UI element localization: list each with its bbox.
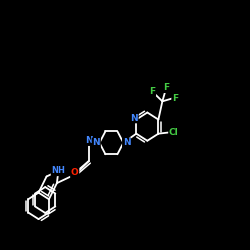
Text: O: O	[71, 168, 78, 177]
Text: F: F	[149, 87, 155, 96]
Text: NH: NH	[52, 166, 65, 175]
Text: N: N	[92, 138, 100, 147]
Text: N: N	[123, 138, 130, 147]
Text: F: F	[172, 94, 178, 103]
Text: Cl: Cl	[169, 128, 179, 137]
Text: N: N	[130, 114, 138, 122]
Text: F: F	[164, 83, 170, 92]
Text: N: N	[85, 136, 93, 145]
